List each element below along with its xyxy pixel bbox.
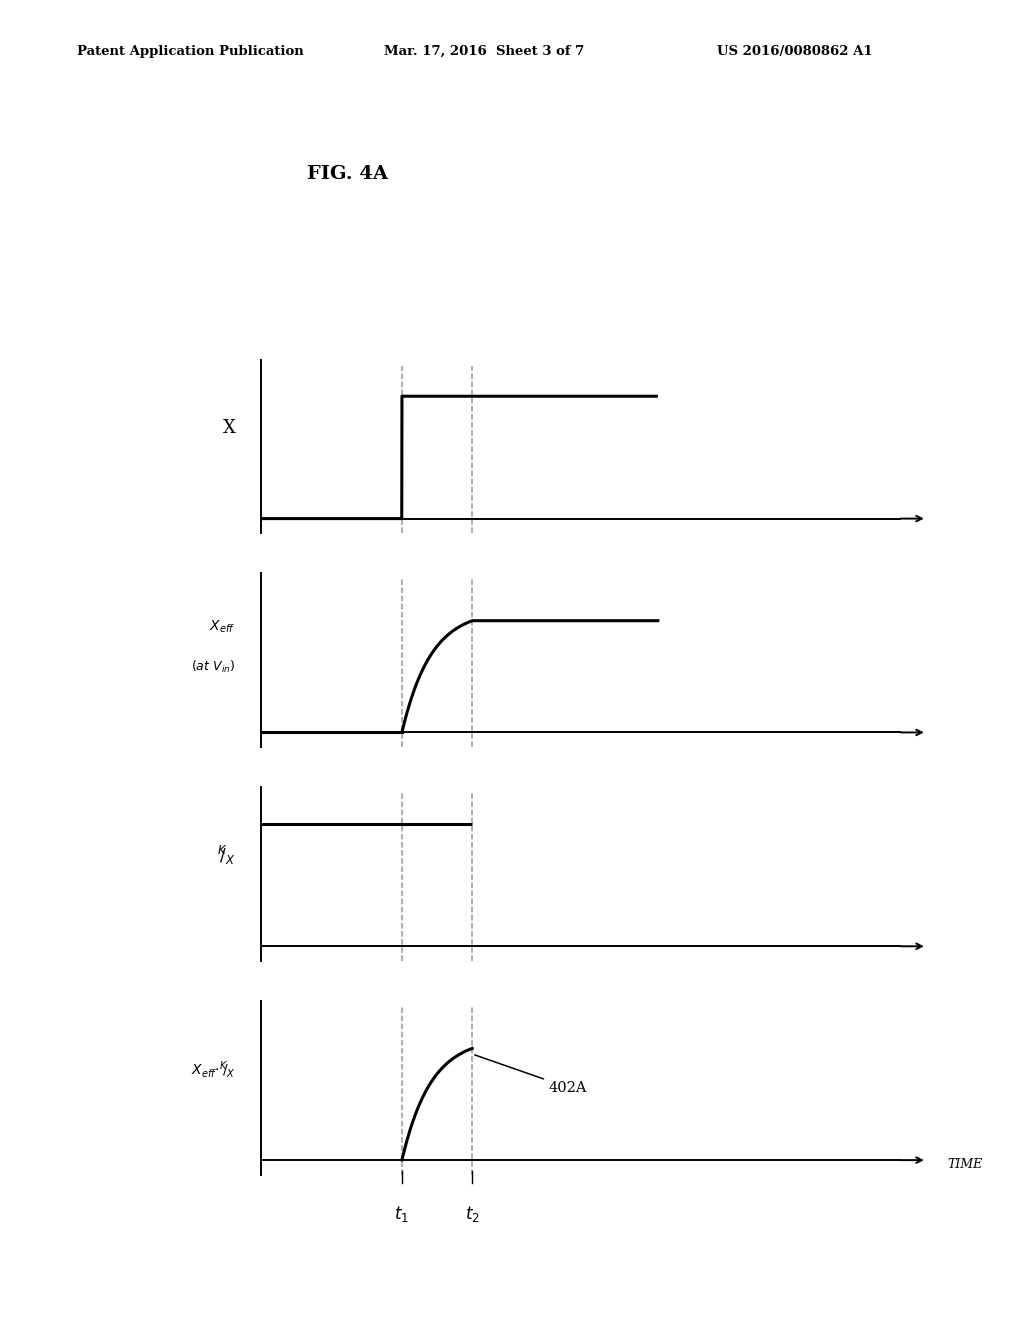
Text: $t_2$: $t_2$ xyxy=(465,1204,479,1224)
Text: $^{K}\!\!/_{X}$: $^{K}\!\!/_{X}$ xyxy=(217,843,236,867)
Text: X: X xyxy=(222,418,236,437)
Text: US 2016/0080862 A1: US 2016/0080862 A1 xyxy=(717,45,872,58)
Text: Mar. 17, 2016  Sheet 3 of 7: Mar. 17, 2016 Sheet 3 of 7 xyxy=(384,45,585,58)
Text: $(at\ V_{in})$: $(at\ V_{in})$ xyxy=(191,659,236,675)
Text: Patent Application Publication: Patent Application Publication xyxy=(77,45,303,58)
Text: 402A: 402A xyxy=(475,1055,588,1094)
Text: TIME: TIME xyxy=(947,1158,982,1171)
Text: FIG. 4A: FIG. 4A xyxy=(307,165,388,183)
Text: $t_1$: $t_1$ xyxy=(394,1204,410,1224)
Text: $X_{eff}$: $X_{eff}$ xyxy=(209,618,236,635)
Text: $X_{eff}\!\cdot\!{}^{K}\!\!/_{X}$: $X_{eff}\!\cdot\!{}^{K}\!\!/_{X}$ xyxy=(190,1059,236,1080)
